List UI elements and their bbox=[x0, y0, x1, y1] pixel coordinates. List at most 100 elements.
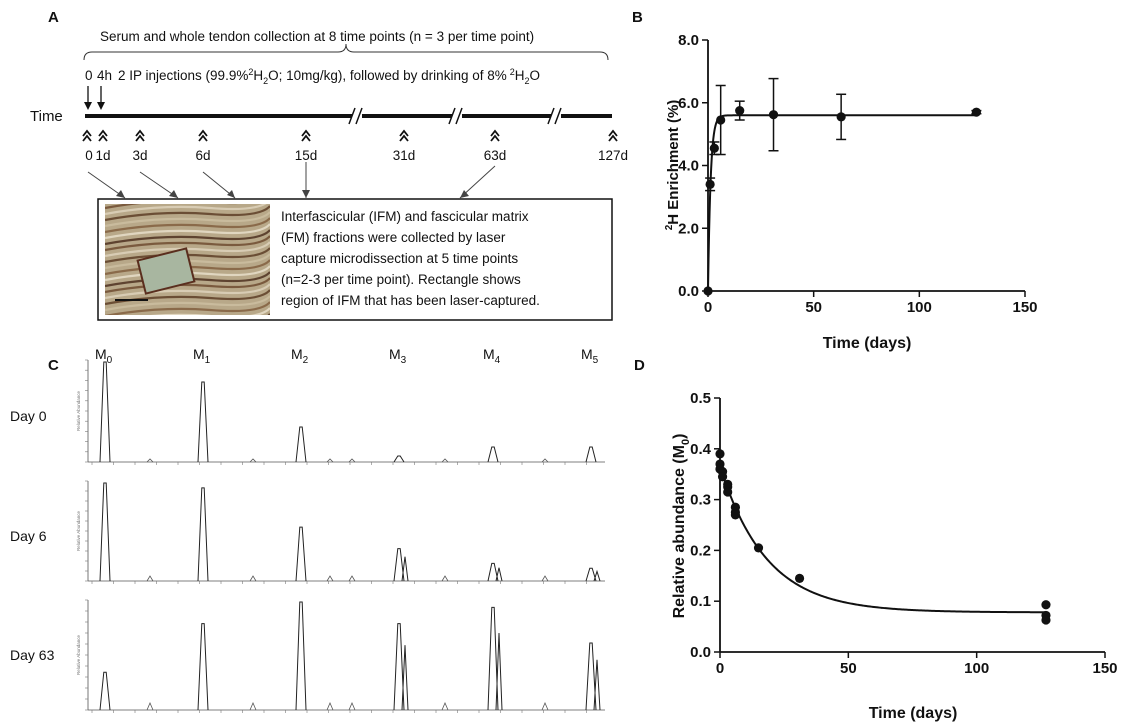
fiber bbox=[105, 205, 270, 222]
data-point-d bbox=[715, 449, 725, 459]
row-label: Day 0 bbox=[10, 408, 47, 424]
spectrum-ylabel: Relative Abundance bbox=[76, 510, 81, 551]
fiber bbox=[105, 211, 270, 228]
fiber bbox=[105, 217, 270, 234]
data-point-d bbox=[723, 487, 733, 497]
data-point-d bbox=[753, 543, 764, 553]
y-tick-label: 4.0 bbox=[678, 158, 699, 175]
timepoint-label-63d: 63d bbox=[484, 148, 507, 163]
data-point-d bbox=[1041, 615, 1051, 625]
injection-0-label: 0 bbox=[85, 68, 93, 83]
spectrum-peak-M3 bbox=[393, 455, 405, 463]
spectrum-peak-M4 bbox=[487, 606, 499, 711]
spectrum-peak-M1 bbox=[197, 623, 209, 711]
timepoint-marker bbox=[198, 129, 208, 137]
data-point-b bbox=[716, 115, 726, 125]
fiber bbox=[105, 241, 270, 258]
data-point-b bbox=[703, 286, 713, 296]
spectrum-peak-M0 bbox=[99, 482, 111, 582]
fit-curve-d bbox=[719, 466, 1046, 614]
x-tick-label: 50 bbox=[840, 660, 857, 677]
timepoint-label-15d: 15d bbox=[295, 148, 318, 163]
panel-d-plot bbox=[715, 449, 1051, 625]
timepoint-marker bbox=[490, 129, 500, 137]
info-box-text: Interfascicular (IFM) and fascicular mat… bbox=[281, 209, 540, 308]
data-point-b bbox=[971, 107, 981, 117]
spectrum-day-6: Day 6 Relative Abundance bbox=[10, 480, 605, 584]
panel-c-letter: C bbox=[48, 357, 59, 374]
spectrum-peak-M1 bbox=[197, 381, 209, 463]
spectrum-noise bbox=[541, 458, 549, 463]
spectrum-peak-M2 bbox=[295, 601, 307, 711]
panel-a: A Serum and whole tendon collection at 8… bbox=[30, 9, 628, 334]
timepoint-marker bbox=[198, 134, 208, 142]
timepoint-marker bbox=[301, 129, 311, 137]
y-tick-label: 2.0 bbox=[678, 220, 699, 237]
spectrum-noise bbox=[441, 458, 449, 463]
data-point-d bbox=[794, 573, 805, 583]
spectrum-noise bbox=[441, 575, 449, 582]
y-tick-label: 0.0 bbox=[690, 644, 711, 661]
timepoint-marker bbox=[608, 134, 618, 142]
timepoint-marker bbox=[82, 129, 92, 137]
info-box-line-4: (n=2-3 per time point). Rectangle shows bbox=[281, 272, 521, 287]
spectrum-peak-M1 bbox=[197, 487, 209, 582]
spectrum-noise bbox=[146, 701, 154, 711]
timepoint-marker bbox=[135, 134, 145, 142]
panel-b-ylabel: 2H Enrichment (%) bbox=[664, 100, 682, 231]
mass-label-M2: M2 bbox=[291, 346, 309, 366]
mass-label-M5: M5 bbox=[581, 346, 599, 366]
spectrum-noise bbox=[541, 575, 549, 582]
fiber bbox=[105, 235, 270, 252]
sampling-arrowheads bbox=[116, 190, 469, 198]
x-tick-label: 0 bbox=[704, 299, 712, 316]
panel-d: D Relative abundance (M0) Time (days) 0 5… bbox=[634, 357, 1118, 722]
timepoint-marker bbox=[399, 134, 409, 142]
row-label: Day 63 bbox=[10, 647, 55, 663]
spectrum-noise bbox=[249, 701, 257, 711]
x-tick-label: 100 bbox=[964, 660, 989, 677]
fiber bbox=[105, 204, 267, 216]
spectrum-ylabel: Relative Abundance bbox=[76, 634, 81, 675]
panel-d-ylabel: Relative abundance (M0) bbox=[671, 434, 692, 619]
panel-d-xlabel: Time (days) bbox=[869, 705, 958, 722]
fit-curve-b bbox=[707, 114, 977, 292]
timepoint-label-0: 0 bbox=[85, 148, 93, 163]
panel-b-plot bbox=[703, 77, 982, 296]
spectrum-noise bbox=[249, 458, 257, 463]
spectrum-shoulder-peak bbox=[593, 659, 601, 711]
timepoint-marker bbox=[608, 129, 618, 137]
mass-label-M1: M1 bbox=[193, 346, 211, 366]
spectrum-noise bbox=[348, 575, 356, 582]
spectrum-day-0: Day 0 Relative Abundance bbox=[10, 359, 605, 465]
fiber bbox=[105, 265, 270, 282]
injection-arrowhead-0 bbox=[84, 102, 92, 110]
spectrum-peak-M5 bbox=[585, 567, 597, 582]
mass-label-M3: M3 bbox=[389, 346, 407, 366]
fiber bbox=[105, 259, 270, 276]
spectrum-day-63: Day 63 Relative Abundance bbox=[10, 599, 605, 713]
timepoint-marker bbox=[399, 129, 409, 137]
y-tick-label: 8.0 bbox=[678, 32, 699, 49]
spectrum-shoulder-peak bbox=[495, 633, 503, 711]
info-box-line-1: Interfascicular (IFM) and fascicular mat… bbox=[281, 209, 529, 224]
timepoint-labels: 0 1d 3d 6d 15d 31d 63d 127d bbox=[85, 148, 628, 163]
spectrum-peak-M0 bbox=[99, 361, 111, 463]
spectrum-peak-M4 bbox=[487, 562, 499, 582]
collection-bracket bbox=[83, 43, 609, 61]
spectrum-noise bbox=[348, 458, 356, 463]
spectrum-peak-M0 bbox=[99, 671, 111, 711]
mass-label-M0: M0 bbox=[95, 346, 113, 366]
spectrum-shoulder-peak bbox=[401, 556, 409, 582]
x-tick-label: 150 bbox=[1092, 660, 1117, 677]
y-tick-label: 0.0 bbox=[678, 283, 699, 300]
fiber bbox=[105, 283, 270, 300]
timepoint-marker bbox=[301, 134, 311, 142]
spectrum-noise bbox=[348, 701, 356, 711]
panel-c: C M0 M1 M2 M3 M4 M5 Day 0 Relative AbundanceDa… bbox=[10, 346, 605, 713]
spectrum-peak-M5 bbox=[585, 642, 597, 711]
timepoint-label-127d: 127d bbox=[598, 148, 628, 163]
spectrum-noise bbox=[146, 458, 154, 463]
fiber bbox=[105, 320, 270, 334]
